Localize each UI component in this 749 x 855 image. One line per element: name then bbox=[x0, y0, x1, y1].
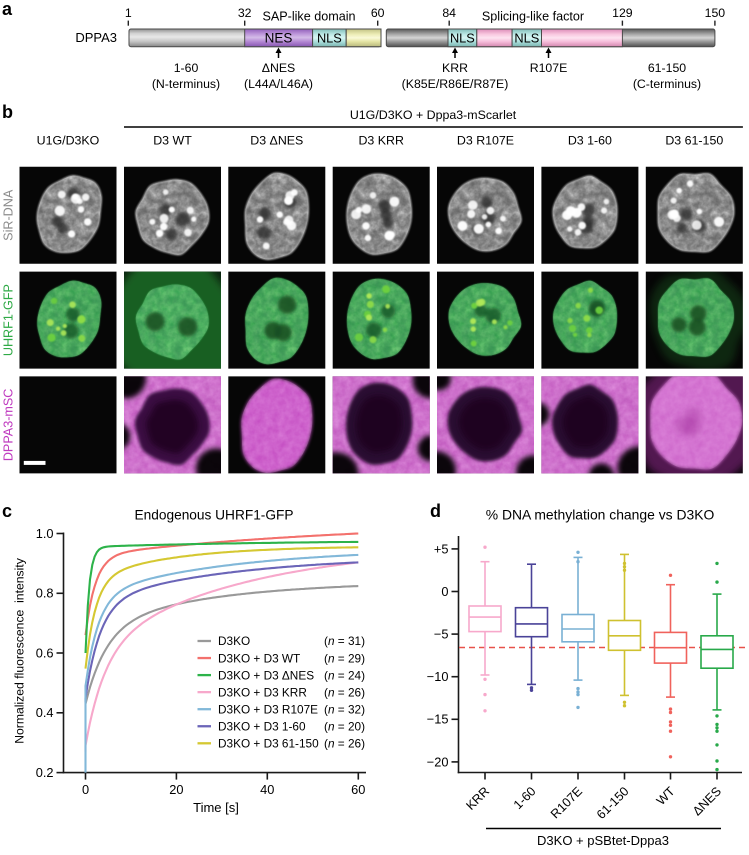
svg-text:NLS: NLS bbox=[514, 31, 539, 46]
svg-text:+5: +5 bbox=[434, 541, 449, 556]
svg-text:84: 84 bbox=[442, 6, 456, 20]
svg-text:D3 ΔNES: D3 ΔNES bbox=[250, 134, 303, 148]
svg-text:1: 1 bbox=[125, 6, 132, 20]
svg-text:−10: −10 bbox=[427, 669, 449, 684]
svg-text:DPPA3-mSC: DPPA3-mSC bbox=[2, 389, 16, 462]
svg-text:(n = 26): (n = 26) bbox=[324, 685, 365, 699]
svg-text:NLS: NLS bbox=[450, 31, 475, 46]
svg-text:0: 0 bbox=[82, 782, 89, 797]
svg-text:UHRF1-GFP: UHRF1-GFP bbox=[2, 284, 16, 356]
svg-text:1.0: 1.0 bbox=[36, 526, 54, 541]
svg-text:D3KO + D3 WT: D3KO + D3 WT bbox=[218, 651, 300, 665]
svg-text:32: 32 bbox=[238, 6, 252, 20]
svg-text:b: b bbox=[2, 102, 13, 122]
svg-text:c: c bbox=[2, 501, 12, 521]
svg-text:−20: −20 bbox=[427, 754, 449, 769]
svg-text:Normalized fluorescence inten: Normalized fluorescence intensity bbox=[13, 557, 27, 744]
svg-text:0.4: 0.4 bbox=[36, 705, 54, 720]
svg-text:(n = 31): (n = 31) bbox=[324, 634, 365, 648]
svg-text:60: 60 bbox=[351, 782, 365, 797]
svg-text:R107E: R107E bbox=[530, 61, 568, 75]
svg-text:a: a bbox=[2, 0, 13, 19]
svg-text:Endogenous UHRF1-GFP: Endogenous UHRF1-GFP bbox=[135, 508, 294, 523]
svg-text:0.2: 0.2 bbox=[36, 765, 54, 780]
svg-text:ΔNES: ΔNES bbox=[262, 61, 296, 75]
svg-text:20: 20 bbox=[169, 782, 183, 797]
svg-text:Splicing-like factor: Splicing-like factor bbox=[482, 10, 584, 24]
svg-text:(K85E/R86E/R87E): (K85E/R86E/R87E) bbox=[402, 77, 509, 91]
svg-text:0: 0 bbox=[441, 584, 448, 599]
svg-text:D3KO: D3KO bbox=[218, 634, 250, 648]
svg-text:Time [s]: Time [s] bbox=[193, 800, 239, 815]
svg-text:60: 60 bbox=[371, 6, 385, 20]
svg-text:(n = 26): (n = 26) bbox=[324, 737, 365, 751]
svg-text:DPPA3: DPPA3 bbox=[75, 30, 117, 45]
svg-text:(n = 20): (n = 20) bbox=[324, 719, 365, 733]
svg-text:D3 61-150: D3 61-150 bbox=[665, 134, 723, 148]
svg-text:−15: −15 bbox=[427, 712, 449, 727]
svg-text:d: d bbox=[430, 501, 441, 521]
svg-text:−5: −5 bbox=[434, 627, 449, 642]
svg-text:0.8: 0.8 bbox=[36, 586, 54, 601]
svg-text:D3KO + D3 61-150: D3KO + D3 61-150 bbox=[218, 737, 319, 751]
svg-text:(n = 24): (n = 24) bbox=[324, 668, 365, 682]
svg-text:U1G/D3KO + Dppa3-mScarlet: U1G/D3KO + Dppa3-mScarlet bbox=[350, 108, 517, 122]
svg-text:1-60: 1-60 bbox=[174, 61, 199, 75]
svg-text:D3 WT: D3 WT bbox=[153, 134, 192, 148]
svg-text:(C-terminus): (C-terminus) bbox=[633, 77, 701, 91]
svg-text:U1G/D3KO: U1G/D3KO bbox=[37, 134, 100, 148]
svg-text:0.6: 0.6 bbox=[36, 645, 54, 660]
svg-text:D3KO + D3 R107E: D3KO + D3 R107E bbox=[218, 702, 318, 716]
svg-text:(n = 32): (n = 32) bbox=[324, 702, 365, 716]
svg-text:129: 129 bbox=[612, 6, 633, 20]
svg-text:D3 KRR: D3 KRR bbox=[358, 134, 403, 148]
svg-text:D3KO + D3 ΔNES: D3KO + D3 ΔNES bbox=[218, 668, 314, 682]
svg-text:(L44A/L46A): (L44A/L46A) bbox=[244, 77, 313, 91]
svg-text:SiR-DNA: SiR-DNA bbox=[2, 189, 16, 241]
svg-text:NLS: NLS bbox=[317, 31, 342, 46]
svg-text:% DNA methylation change vs D3: % DNA methylation change vs D3KO bbox=[486, 507, 715, 523]
svg-text:(N-terminus): (N-terminus) bbox=[152, 77, 220, 91]
svg-text:D3KO + D3 1-60: D3KO + D3 1-60 bbox=[218, 719, 306, 733]
svg-text:D3KO + D3 KRR: D3KO + D3 KRR bbox=[218, 685, 307, 699]
svg-text:KRR: KRR bbox=[442, 61, 468, 75]
svg-text:D3 R107E: D3 R107E bbox=[457, 134, 514, 148]
svg-text:D3KO + pSBtet-Dppa3: D3KO + pSBtet-Dppa3 bbox=[537, 833, 669, 848]
svg-text:150: 150 bbox=[705, 6, 726, 20]
svg-text:D3 1-60: D3 1-60 bbox=[568, 134, 612, 148]
svg-text:NES: NES bbox=[265, 31, 293, 46]
svg-text:61-150: 61-150 bbox=[648, 61, 686, 75]
svg-text:(n = 29): (n = 29) bbox=[324, 651, 365, 665]
svg-text:40: 40 bbox=[260, 782, 274, 797]
svg-text:SAP-like domain: SAP-like domain bbox=[262, 10, 355, 24]
